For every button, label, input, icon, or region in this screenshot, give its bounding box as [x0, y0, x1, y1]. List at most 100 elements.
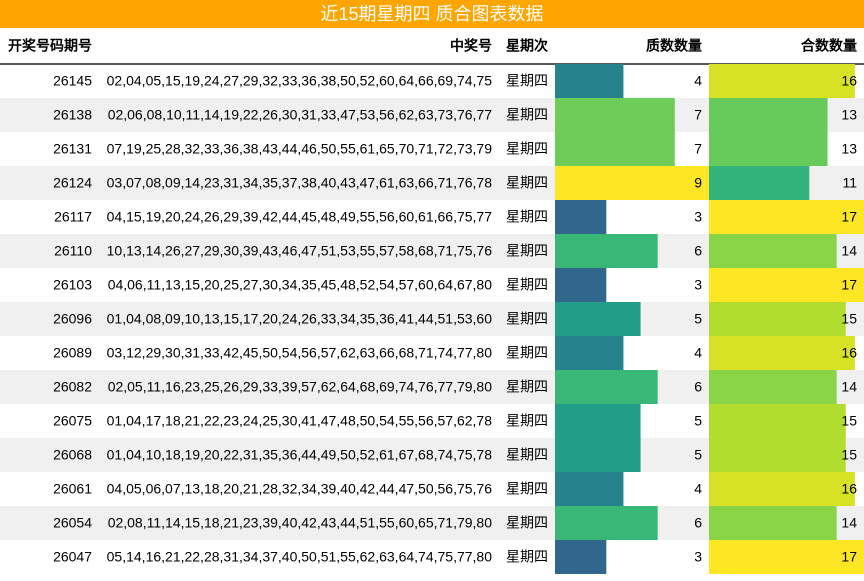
issue: 26054	[53, 515, 92, 531]
issue: 26103	[53, 277, 92, 293]
issue: 26124	[53, 175, 92, 191]
prime-bar	[555, 200, 607, 234]
weekday: 星期四	[506, 243, 548, 259]
prime-count: 3	[694, 549, 702, 565]
numbers: 05,14,16,21,22,28,31,34,37,40,50,51,55,6…	[107, 549, 493, 565]
composite-bar	[709, 166, 810, 200]
prime-bar	[555, 438, 641, 472]
numbers: 01,04,17,18,21,22,23,24,25,30,41,47,48,5…	[107, 413, 493, 429]
issue: 26131	[53, 141, 92, 157]
issue: 26110	[54, 243, 92, 259]
header-cell: 合数数量	[801, 38, 857, 54]
composite-bar	[709, 540, 864, 574]
weekday: 星期四	[506, 311, 548, 327]
weekday: 星期四	[506, 345, 548, 361]
weekday: 星期四	[506, 413, 548, 429]
weekday: 星期四	[506, 107, 548, 123]
numbers: 02,04,05,15,19,24,27,29,32,33,36,38,50,5…	[107, 73, 493, 89]
prime-bar	[555, 472, 624, 506]
composite-bar	[709, 336, 855, 370]
numbers: 01,04,10,18,19,20,22,31,35,36,44,49,50,5…	[107, 447, 493, 463]
composite-count: 17	[841, 277, 857, 293]
header-cell: 中奖号	[450, 38, 492, 54]
composite-count: 14	[841, 379, 857, 395]
issue: 26082	[53, 379, 92, 395]
numbers: 04,05,06,07,13,18,20,21,28,32,34,39,40,4…	[107, 481, 493, 497]
composite-bar	[709, 302, 846, 336]
prime-count: 6	[694, 243, 702, 259]
composite-bar	[709, 268, 864, 302]
prime-count: 6	[694, 515, 702, 531]
prime-bar	[555, 98, 675, 132]
numbers: 04,15,19,20,24,26,29,39,42,44,45,48,49,5…	[107, 209, 493, 225]
prime-bar	[555, 132, 675, 166]
prime-bar	[555, 302, 641, 336]
prime-count: 3	[694, 209, 702, 225]
prime-count: 5	[694, 413, 702, 429]
numbers: 03,12,29,30,31,33,42,45,50,54,56,57,62,6…	[107, 345, 493, 361]
composite-bar	[709, 472, 855, 506]
composite-bar	[709, 438, 846, 472]
prime-bar	[555, 540, 607, 574]
issue: 26096	[53, 311, 92, 327]
composite-bar	[709, 404, 846, 438]
issue: 26145	[53, 73, 92, 89]
prime-bar	[555, 506, 658, 540]
prime-count: 5	[694, 311, 702, 327]
composite-count: 13	[841, 107, 857, 123]
composite-bar	[709, 64, 855, 98]
prime-count: 7	[694, 107, 702, 123]
prime-bar	[555, 166, 709, 200]
issue: 26117	[54, 209, 92, 225]
title-bar	[0, 0, 864, 28]
header-cell: 开奖号码期号	[8, 38, 92, 54]
numbers: 10,13,14,26,27,29,30,39,43,46,47,51,53,5…	[107, 243, 493, 259]
issue: 26068	[53, 447, 92, 463]
numbers: 02,08,11,14,15,18,21,23,39,40,42,43,44,5…	[108, 515, 493, 531]
composite-count: 14	[841, 243, 857, 259]
composite-count: 16	[841, 73, 857, 89]
weekday: 星期四	[506, 209, 548, 225]
composite-bar	[709, 98, 828, 132]
prime-bar	[555, 64, 624, 98]
weekday: 星期四	[506, 379, 548, 395]
prime-bar	[555, 234, 658, 268]
prime-bar	[555, 268, 607, 302]
weekday: 星期四	[506, 141, 548, 157]
composite-bar	[709, 506, 837, 540]
weekday: 星期四	[506, 277, 548, 293]
composite-count: 15	[841, 447, 857, 463]
numbers: 04,06,11,13,15,20,25,27,30,34,35,45,48,5…	[108, 277, 493, 293]
prime-count: 6	[694, 379, 702, 395]
prime-count: 3	[694, 277, 702, 293]
issue: 26138	[53, 107, 92, 123]
numbers: 03,07,08,09,14,23,31,34,35,37,38,40,43,4…	[107, 175, 493, 191]
composite-count: 11	[842, 175, 857, 191]
prime-count: 4	[694, 73, 702, 89]
composite-bar	[709, 370, 837, 404]
prime-bar	[555, 404, 641, 438]
prime-bar	[555, 370, 658, 404]
prime-count: 4	[694, 345, 702, 361]
weekday: 星期四	[506, 515, 548, 531]
composite-count: 15	[841, 311, 857, 327]
composite-bar	[709, 234, 837, 268]
composite-count: 16	[841, 345, 857, 361]
composite-count: 14	[841, 515, 857, 531]
prime-count: 9	[694, 175, 702, 191]
composite-bar	[709, 132, 828, 166]
composite-count: 17	[841, 209, 857, 225]
header-cell: 质数数量	[646, 38, 702, 54]
issue: 26089	[53, 345, 92, 361]
prime-count: 7	[694, 141, 702, 157]
weekday: 星期四	[506, 481, 548, 497]
composite-count: 16	[841, 481, 857, 497]
title: 近15期星期四 质合图表数据	[320, 4, 543, 24]
prime-bar	[555, 336, 624, 370]
composite-count: 17	[841, 549, 857, 565]
composite-count: 15	[841, 413, 857, 429]
numbers: 02,06,08,10,11,14,19,22,26,30,31,33,47,5…	[108, 107, 493, 123]
issue: 26047	[53, 549, 92, 565]
prime-count: 5	[694, 447, 702, 463]
numbers: 01,04,08,09,10,13,15,17,20,24,26,33,34,3…	[107, 311, 493, 327]
